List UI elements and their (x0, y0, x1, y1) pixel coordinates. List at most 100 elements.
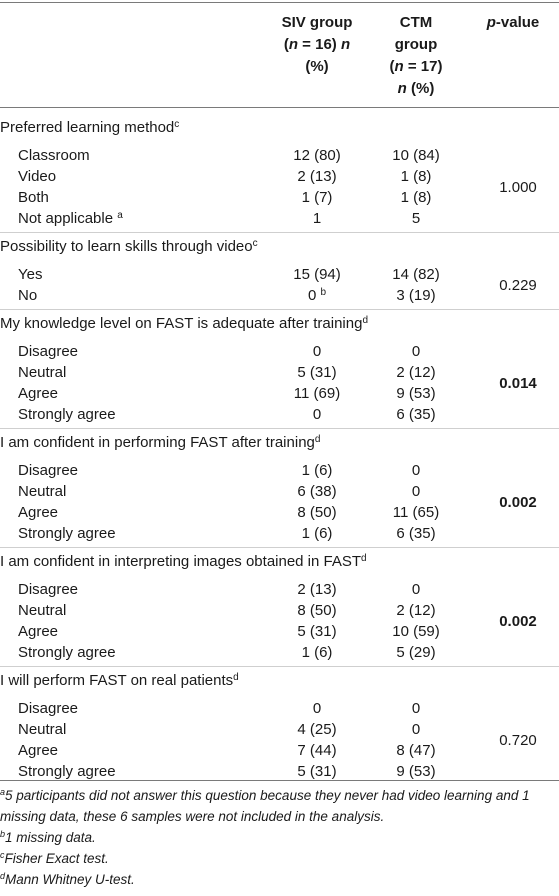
ctm-value: 0 (411, 700, 421, 717)
siv-value: 1 (7) (301, 189, 333, 206)
siv-value: 1 (6) (301, 525, 333, 542)
ctm-value: 1 (8) (400, 168, 432, 185)
table-row: Strongly agree 5 (31) 9 (53) (0, 761, 559, 782)
row-label: Agree (18, 623, 59, 640)
section-divider (0, 666, 559, 667)
table-row: Agree 7 (44) 8 (47) (0, 740, 559, 761)
section-divider (0, 232, 559, 233)
header-rule (0, 107, 559, 108)
section-divider (0, 309, 559, 310)
section-title-label: Possibility to learn skills through vide… (0, 238, 258, 255)
row-label: Agree (18, 742, 59, 759)
row-label: Neutral (18, 364, 67, 381)
row-label: Neutral (18, 721, 67, 738)
siv-value: 2 (13) (297, 168, 337, 185)
section-title-label: Preferred learning methodc (0, 119, 180, 136)
row-label: Strongly agree (18, 763, 116, 780)
p-value: 0.229 (499, 277, 537, 294)
ctm-value: 10 (59) (392, 623, 440, 640)
footnote: cFisher Exact test. (0, 850, 109, 867)
column-header-siv: SIV group (n = 16) n (%) (281, 14, 353, 75)
siv-value: 0 (312, 700, 322, 717)
p-value: 0.720 (499, 732, 537, 749)
siv-value: 0 (312, 343, 322, 360)
section-divider (0, 428, 559, 429)
table-row: Neutral 8 (50) 2 (12) (0, 600, 559, 621)
siv-value: 0 (312, 406, 322, 423)
siv-value: 1 (312, 210, 322, 227)
row-label: Yes (18, 266, 43, 283)
column-header-ctm: CTM group (n = 17) n (%) (389, 14, 443, 97)
row-label: Neutral (18, 602, 67, 619)
ctm-value: 0 (411, 343, 421, 360)
row-label: Agree (18, 385, 59, 402)
row-label: Video (18, 168, 57, 185)
siv-value: 8 (50) (297, 602, 337, 619)
row-label: Disagree (18, 462, 79, 479)
ctm-value: 11 (65) (392, 504, 440, 521)
section-title-label: I am confident in interpreting images ob… (0, 553, 367, 570)
table-row: Disagree 1 (6) 0 (0, 460, 559, 481)
ctm-value: 2 (12) (396, 602, 436, 619)
p-value: 1.000 (499, 179, 537, 196)
table-row: Strongly agree 1 (6) 6 (35) (0, 523, 559, 544)
table-row: Disagree 0 0 (0, 341, 559, 362)
table-row: Strongly agree 1 (6) 5 (29) (0, 642, 559, 663)
ctm-value: 10 (84) (392, 147, 440, 164)
table-row: No 0 b 3 (19) (0, 285, 559, 306)
table-row: Agree 8 (50) 11 (65) (0, 502, 559, 523)
row-label: Disagree (18, 343, 79, 360)
table-row: Disagree 0 0 (0, 698, 559, 719)
siv-value: 5 (31) (297, 763, 337, 780)
siv-value: 7 (44) (297, 742, 337, 759)
table-row: Yes 15 (94) 14 (82) (0, 264, 559, 285)
footnote: b1 missing data. (0, 829, 96, 846)
siv-value: 2 (13) (297, 581, 337, 598)
ctm-value: 5 (29) (396, 644, 436, 661)
ctm-value: 6 (35) (396, 525, 436, 542)
table-bottom-rule (0, 780, 559, 781)
table-row: Agree 5 (31) 10 (59) (0, 621, 559, 642)
section-title: Possibility to learn skills through vide… (0, 236, 559, 257)
ctm-value: 5 (411, 210, 421, 227)
siv-value: 12 (80) (293, 147, 341, 164)
row-label: Strongly agree (18, 406, 116, 423)
ctm-value: 9 (53) (396, 763, 436, 780)
footnote: dMann Whitney U-test. (0, 871, 135, 888)
ctm-value: 1 (8) (400, 189, 432, 206)
row-label: Classroom (18, 147, 90, 164)
ctm-value: 2 (12) (396, 364, 436, 381)
row-label: Strongly agree (18, 644, 116, 661)
table-row: Video 2 (13) 1 (8) (0, 166, 559, 187)
table-row: Neutral 4 (25) 0 (0, 719, 559, 740)
table-row: Neutral 5 (31) 2 (12) (0, 362, 559, 383)
ctm-value: 0 (411, 462, 421, 479)
section-title-label: I am confident in performing FAST after … (0, 434, 321, 451)
row-label: Strongly agree (18, 525, 116, 542)
siv-value: 15 (94) (293, 266, 341, 283)
ctm-value: 9 (53) (396, 385, 436, 402)
ctm-value: 14 (82) (392, 266, 440, 283)
section-title-label: I will perform FAST on real patientsd (0, 672, 239, 689)
siv-value: 4 (25) (297, 721, 337, 738)
row-label: Both (18, 189, 49, 206)
table-row: Classroom 12 (80) 10 (84) (0, 145, 559, 166)
row-label: No (18, 287, 38, 304)
p-value: 0.014 (499, 375, 537, 392)
siv-value: 5 (31) (297, 623, 337, 640)
p-value: 0.002 (499, 613, 537, 630)
section-title: I will perform FAST on real patientsd (0, 670, 559, 691)
footnote: a5 participants did not answer this ques… (0, 787, 530, 825)
ctm-value: 0 (411, 581, 421, 598)
section-title: Preferred learning methodc (0, 117, 559, 138)
p-value: 0.002 (499, 494, 537, 511)
siv-value: 1 (6) (301, 644, 333, 661)
row-label: Not applicable a (18, 210, 123, 227)
ctm-value: 8 (47) (396, 742, 436, 759)
column-header-p-value: p-value (486, 14, 540, 31)
ctm-value: 3 (19) (396, 287, 436, 304)
siv-value: 1 (6) (301, 462, 333, 479)
ctm-value: 0 (411, 721, 421, 738)
table-row: Both 1 (7) 1 (8) (0, 187, 559, 208)
section-divider (0, 547, 559, 548)
